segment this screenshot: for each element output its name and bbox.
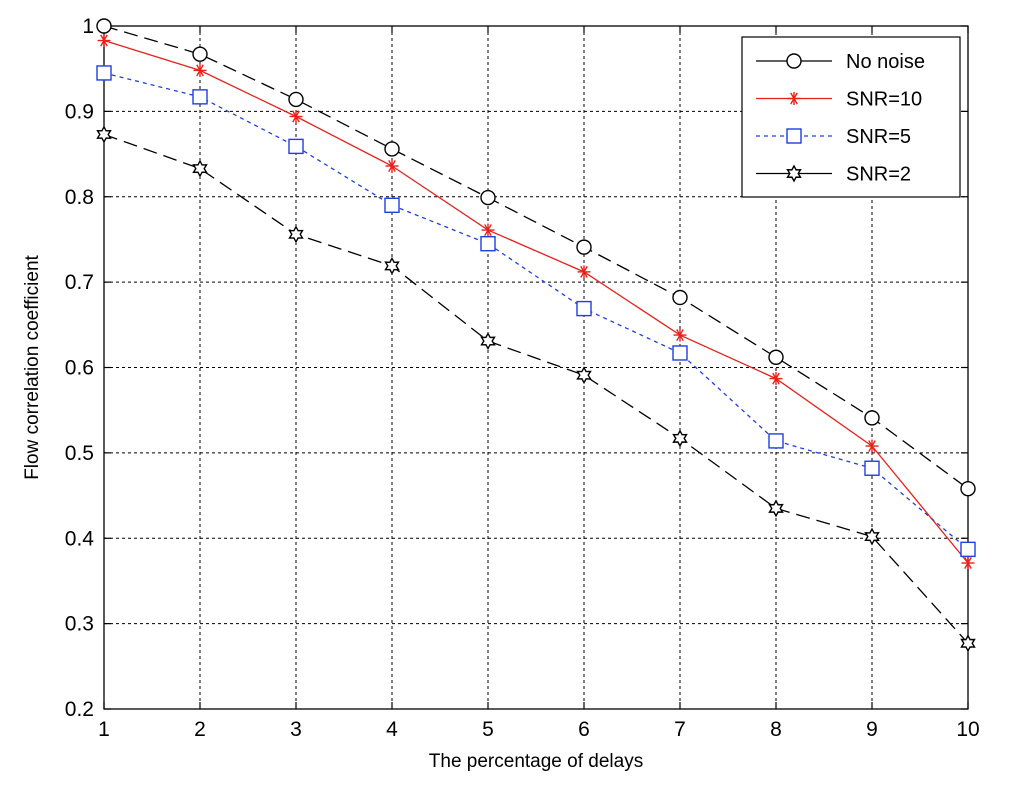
legend-marker: [787, 92, 801, 105]
legend-item: SNR=5: [756, 126, 911, 148]
data-point: [384, 141, 400, 157]
x-tick-label: 7: [674, 718, 686, 741]
x-tick-label: 9: [866, 718, 878, 741]
data-point: [289, 109, 303, 123]
legend-label: SNR=5: [846, 126, 911, 148]
x-tick-label: 8: [770, 718, 782, 741]
series-3: [96, 65, 976, 558]
data-point: [673, 328, 687, 342]
legend-marker: [786, 128, 802, 144]
legend-label: No noise: [846, 51, 925, 73]
data-point: [96, 18, 112, 34]
data-point: [864, 410, 880, 426]
series-line: [103, 39, 969, 564]
data-point: [960, 481, 976, 497]
data-point: [384, 256, 400, 275]
data-point: [768, 349, 784, 365]
series-1: [96, 18, 976, 497]
data-point: [96, 125, 112, 144]
data-point: [480, 236, 496, 252]
series-4: [96, 125, 976, 653]
series-line: [103, 72, 969, 550]
data-point: [864, 527, 880, 546]
legend-item: SNR=10: [756, 89, 922, 111]
data-point: [577, 265, 591, 279]
y-tick-label: 0.9: [65, 100, 94, 123]
y-tick-label: 0.4: [65, 527, 95, 550]
data-point: [288, 225, 304, 244]
y-tick-label: 0.8: [65, 186, 94, 209]
data-point: [385, 159, 399, 173]
data-point: [193, 63, 207, 77]
series-layer: [96, 18, 976, 653]
legend-marker: [786, 164, 802, 183]
data-point: [97, 34, 111, 48]
data-point: [192, 159, 208, 178]
data-point: [769, 372, 783, 386]
series-line: [103, 133, 969, 644]
legend-item: No noise: [756, 51, 925, 73]
legend-item: SNR=2: [756, 164, 911, 186]
legend-label: SNR=10: [846, 89, 922, 111]
x-tick-label: 4: [386, 718, 398, 741]
series-2: [97, 34, 975, 570]
axis-ticks: 1 2 3 4 5 6 7 8 9 10 0.2 0.3 0.4 0.5 0.6 0.7 0.8 0.9 1: [65, 15, 980, 741]
data-point: [576, 239, 592, 255]
x-tick-label: 10: [956, 718, 979, 741]
x-tick-label: 5: [482, 718, 494, 741]
data-point: [96, 65, 112, 81]
y-tick-label: 0.6: [65, 357, 94, 380]
y-tick-label: 0.5: [65, 442, 94, 465]
x-tick-label: 6: [578, 718, 590, 741]
x-tick-label: 3: [290, 718, 302, 741]
data-point: [481, 223, 495, 237]
x-axis-title: The percentage of delays: [429, 751, 643, 772]
y-tick-label: 1: [82, 15, 94, 38]
data-point: [576, 366, 592, 385]
data-point: [961, 556, 975, 570]
x-tick-label: 2: [194, 718, 206, 741]
y-tick-label: 0.7: [65, 271, 94, 294]
series-line: [103, 25, 969, 490]
data-point: [768, 499, 784, 518]
data-point: [192, 46, 208, 62]
data-point: [192, 89, 208, 105]
legend-label: SNR=2: [846, 164, 911, 186]
legend-box: [741, 36, 961, 198]
data-point: [480, 189, 496, 206]
data-point: [288, 91, 304, 108]
data-point: [480, 332, 496, 350]
legend-marker: [786, 53, 802, 69]
legend: No noise SNR=10 SNR=5 SNR=2: [741, 36, 961, 198]
y-axis-title: Flow correlation coefficient: [22, 254, 43, 479]
data-point: [576, 300, 592, 317]
y-tick-label: 0.3: [65, 613, 94, 636]
data-point: [768, 433, 784, 449]
data-point: [288, 138, 304, 155]
x-tick-label: 1: [98, 718, 110, 741]
data-point: [672, 429, 688, 448]
data-point: [960, 634, 976, 653]
data-point: [864, 460, 880, 476]
data-point: [672, 289, 688, 306]
data-point: [865, 439, 879, 453]
data-point: [384, 197, 400, 213]
y-tick-label: 0.2: [65, 698, 94, 721]
data-point: [960, 541, 976, 558]
data-point: [672, 345, 688, 361]
